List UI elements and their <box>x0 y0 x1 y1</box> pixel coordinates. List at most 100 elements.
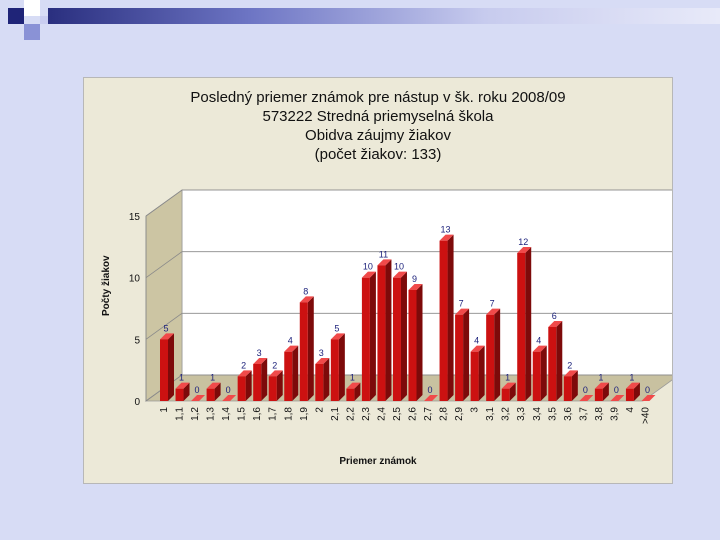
bar <box>330 339 339 401</box>
bar-top <box>501 382 516 389</box>
bar-top <box>532 345 547 352</box>
bar-value-label: 1 <box>629 373 634 383</box>
bar-value-label: 4 <box>288 336 293 346</box>
x-tick-label: 1,5 <box>237 407 248 421</box>
bar-value-label: 3 <box>319 348 324 358</box>
bar <box>361 277 370 401</box>
bar-side <box>556 321 563 401</box>
chart-panel: Posledný priemer známok pre nástup v šk.… <box>83 77 673 484</box>
bar-top <box>315 358 330 364</box>
y-tick-label: 0 <box>134 397 140 408</box>
bar-top <box>330 333 345 340</box>
bar-side <box>276 370 283 401</box>
x-tick-label: 3,1 <box>485 407 496 421</box>
y-tick-label: 15 <box>129 212 141 223</box>
x-tick-label: 2,7 <box>423 407 434 421</box>
gridline <box>145 312 672 340</box>
bar-top <box>579 395 594 401</box>
bar-value-label: 0 <box>583 385 588 395</box>
bar <box>315 364 324 401</box>
x-tick-label: 2,1 <box>330 407 341 421</box>
bar <box>439 240 448 401</box>
bar-top <box>222 395 237 401</box>
bar-side <box>633 382 640 401</box>
x-tick-label: 2,4 <box>376 407 387 421</box>
x-tick-label: 2 <box>314 407 325 413</box>
bar-side <box>261 358 268 401</box>
chart-title-line-1: Posledný priemer známok pre nástup v šk.… <box>190 89 566 106</box>
x-tick-label: 3,6 <box>563 407 574 421</box>
bar-side <box>602 382 609 401</box>
bar <box>237 376 246 401</box>
x-tick-label: >40 <box>640 407 651 424</box>
bar-top <box>408 284 423 290</box>
bar-value-label: 1 <box>210 373 215 383</box>
x-tick-label: 3,4 <box>532 407 543 421</box>
bar <box>548 327 557 401</box>
bar-value-label: 0 <box>614 385 619 395</box>
bar-value-label: 6 <box>552 311 557 321</box>
bar-top <box>594 382 609 389</box>
bar <box>470 351 479 401</box>
x-axis-label: Priemer známok <box>339 456 417 467</box>
bar <box>377 265 386 401</box>
bar-top <box>392 271 407 278</box>
bar-value-label: 12 <box>518 237 528 247</box>
corner-square-blue <box>24 24 40 40</box>
bar-side <box>338 333 345 401</box>
bar-top <box>563 370 578 377</box>
bar-top <box>284 345 299 352</box>
corner-square-dark <box>8 8 24 24</box>
x-tick-label: 1,6 <box>252 407 263 421</box>
bar-top <box>439 234 454 241</box>
bar-top <box>486 308 501 315</box>
bar-top <box>299 296 314 303</box>
bar-side <box>245 370 252 401</box>
bar-value-label: 0 <box>226 385 231 395</box>
bar-value-label: 1 <box>598 373 603 383</box>
bar-top <box>517 247 532 253</box>
bar-value-label: 11 <box>379 249 388 259</box>
bar-value-label: 1 <box>179 373 184 383</box>
bar-side <box>509 382 516 401</box>
bar-top <box>253 358 268 364</box>
bar-value-label: 0 <box>645 385 650 395</box>
x-tick-label: 1,8 <box>283 407 294 421</box>
bar-top <box>641 395 656 401</box>
bar-top <box>206 382 221 389</box>
x-tick-label: 2,2 <box>345 407 356 421</box>
x-tick-label: 2,5 <box>392 407 403 421</box>
bar-value-label: 10 <box>363 262 373 272</box>
bar-top <box>377 259 392 266</box>
bar-value-label: 9 <box>412 274 417 284</box>
x-tick-label: 1,2 <box>190 407 201 421</box>
bar-chart: 0510155111,101,211,301,421,531,621,741,8… <box>129 189 672 424</box>
bar-value-label: 5 <box>163 323 168 333</box>
bar <box>284 351 293 401</box>
bar-side <box>385 259 392 401</box>
bar-value-label: 2 <box>567 360 572 370</box>
bar-value-label: 7 <box>459 299 464 309</box>
bar <box>206 388 215 401</box>
bar-side <box>478 345 485 401</box>
bar-value-label: 5 <box>334 323 339 333</box>
x-tick-label: 1 <box>159 407 170 413</box>
x-tick-label: 2,3 <box>361 407 372 421</box>
corner-square-white <box>24 0 40 16</box>
x-tick-label: 1,4 <box>221 407 232 421</box>
bar-top <box>455 308 470 315</box>
chart-title-line-3: Obidva záujmy žiakov <box>305 127 451 144</box>
bar <box>253 364 262 401</box>
bar-value-label: 2 <box>241 360 246 370</box>
bar <box>299 302 308 401</box>
bar-side <box>494 308 501 401</box>
bar-value-label: 1 <box>350 373 355 383</box>
bar-top <box>625 382 640 389</box>
bar <box>346 388 355 401</box>
bar-side <box>416 284 423 401</box>
x-tick-label: 1,3 <box>206 407 217 421</box>
bar <box>594 388 603 401</box>
chart-title-line-4: (počet žiakov: 133) <box>314 146 442 163</box>
bar-side <box>214 382 221 401</box>
bar-top <box>160 333 174 340</box>
